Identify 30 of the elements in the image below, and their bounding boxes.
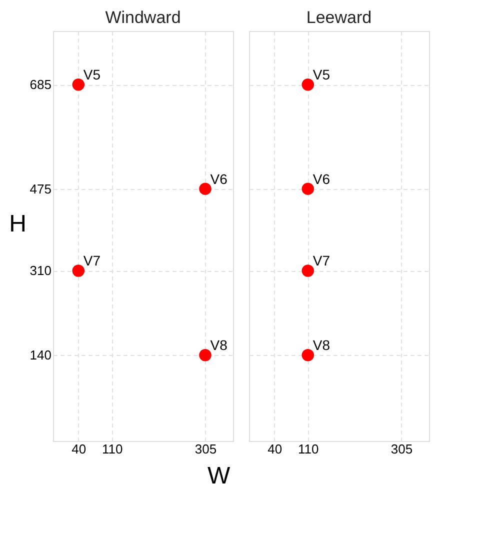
point bbox=[199, 182, 212, 195]
annotation: V5 bbox=[312, 66, 330, 83]
annotation: V7 bbox=[83, 252, 101, 269]
annotation: V6 bbox=[312, 170, 330, 187]
chart-title: Leeward bbox=[306, 8, 372, 27]
x-tick-label: 305 bbox=[390, 442, 413, 456]
y-axis-title: H bbox=[9, 210, 26, 238]
x-tick-label: 40 bbox=[268, 442, 282, 456]
annotation: V8 bbox=[210, 337, 228, 354]
annotation: V7 bbox=[312, 252, 330, 269]
point bbox=[302, 78, 314, 91]
annotation: V5 bbox=[83, 66, 101, 83]
point bbox=[302, 349, 314, 362]
point bbox=[72, 264, 84, 277]
annotation: V6 bbox=[210, 170, 228, 187]
point bbox=[72, 78, 84, 91]
y-tick-label: 475 bbox=[30, 181, 52, 196]
x-tick-label: 110 bbox=[298, 442, 319, 456]
point bbox=[302, 182, 314, 195]
y-tick-label: 140 bbox=[30, 348, 52, 363]
x-tick-label: 110 bbox=[102, 442, 123, 456]
y-tick-label: 310 bbox=[30, 263, 52, 278]
y-tick-label: 685 bbox=[30, 77, 52, 92]
point bbox=[199, 349, 212, 362]
x-tick-label: 305 bbox=[194, 442, 217, 456]
chart-title: Windward bbox=[105, 8, 181, 27]
point bbox=[302, 264, 314, 277]
x-axis-title: W bbox=[207, 462, 230, 490]
annotation: V8 bbox=[312, 337, 330, 354]
x-tick-label: 40 bbox=[72, 442, 86, 456]
